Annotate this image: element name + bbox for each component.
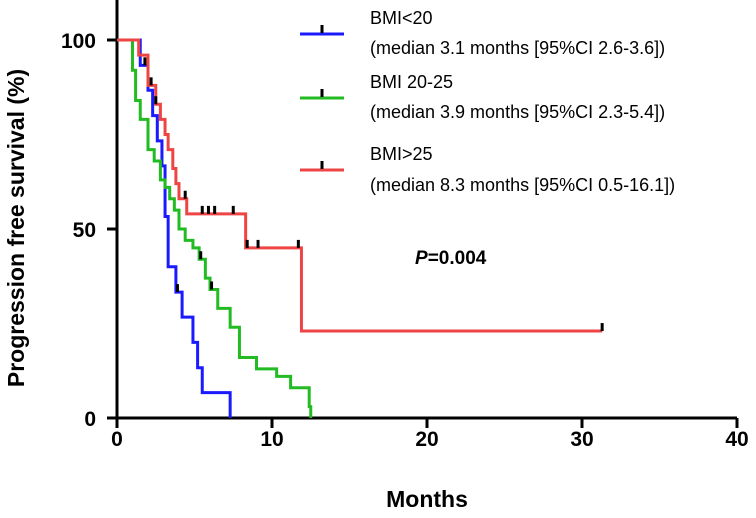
y-axis-title: Progression free survival (%) (3, 69, 29, 387)
y-tick-label: 0 (84, 408, 96, 431)
y-tick-label: 100 (61, 30, 96, 53)
x-tick-label: 20 (415, 428, 438, 451)
legend-label-bmi-gt25: BMI>25 (370, 144, 433, 164)
legend-label-bmi-lt20: BMI<20 (370, 8, 433, 28)
plot-area (107, 0, 739, 428)
x-axis-title: Months (386, 486, 468, 512)
x-tick-label: 10 (260, 428, 283, 451)
legend-detail-bmi-gt25: (median 8.3 months [95%CI 0.5-16.1]) (370, 175, 675, 195)
legend: BMI<20 (median 3.1 months [95%CI 2.6-3.6… (370, 8, 675, 195)
legend-detail-bmi-lt20: (median 3.1 months [95%CI 2.6-3.6]) (370, 38, 665, 58)
survival-line-bmi-gt25 (117, 38, 603, 333)
p-value-symbol: P (415, 248, 428, 269)
x-tick-label: 0 (111, 428, 123, 451)
p-value-annotation: P=0.004 (415, 248, 487, 269)
x-tick-label: 40 (725, 428, 748, 451)
y-tick-label: 50 (73, 219, 96, 242)
legend-label-bmi-20-25: BMI 20-25 (370, 72, 453, 92)
x-tick-label: 30 (570, 428, 593, 451)
legend-detail-bmi-20-25: (median 3.9 months [95%CI 2.3-5.4]) (370, 102, 665, 122)
survival-line-bmi-20-25 (117, 38, 313, 418)
survival-line-bmi-lt20 (117, 38, 232, 418)
p-value-number: =0.004 (428, 248, 487, 269)
